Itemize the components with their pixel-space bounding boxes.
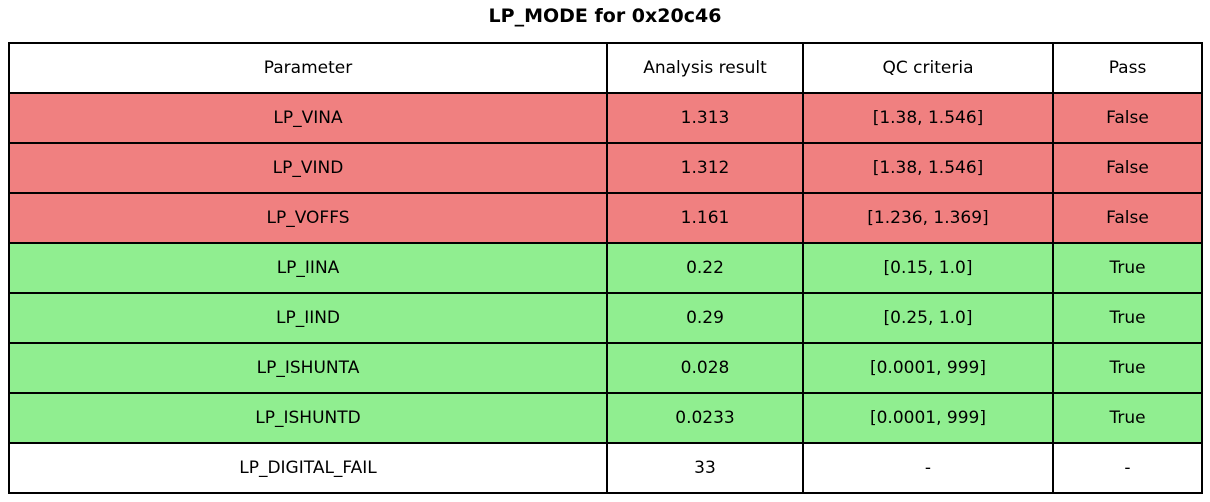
- analysis-result-cell: 1.312: [606, 142, 804, 194]
- qc-criteria-cell: -: [802, 442, 1054, 494]
- analysis-result-cell: 33: [606, 442, 804, 494]
- figure-title: LP_MODE for 0x20c46: [488, 5, 722, 27]
- parameter-cell: LP_ISHUNTA: [8, 342, 608, 394]
- pass-cell: True: [1052, 292, 1203, 344]
- column-header-qc-criteria: QC criteria: [802, 42, 1054, 94]
- table-row: LP_ISHUNTA 0.028 [0.0001, 999] True: [8, 342, 1203, 394]
- table-row: LP_VINA 1.313 [1.38, 1.546] False: [8, 92, 1203, 144]
- qc-criteria-cell: [1.38, 1.546]: [802, 92, 1054, 144]
- qc-criteria-cell: [0.15, 1.0]: [802, 242, 1054, 294]
- qc-criteria-cell: [1.236, 1.369]: [802, 192, 1054, 244]
- pass-cell: False: [1052, 192, 1203, 244]
- analysis-result-cell: 0.22: [606, 242, 804, 294]
- analysis-result-cell: 0.29: [606, 292, 804, 344]
- pass-cell: False: [1052, 92, 1203, 144]
- analysis-result-cell: 1.161: [606, 192, 804, 244]
- parameter-cell: LP_VIND: [8, 142, 608, 194]
- qc-criteria-cell: [1.38, 1.546]: [802, 142, 1054, 194]
- qc-results-table: Parameter Analysis result QC criteria Pa…: [8, 42, 1203, 494]
- pass-cell: True: [1052, 342, 1203, 394]
- table-row: LP_ISHUNTD 0.0233 [0.0001, 999] True: [8, 392, 1203, 444]
- column-header-parameter: Parameter: [8, 42, 608, 94]
- column-header-analysis-result: Analysis result: [606, 42, 804, 94]
- analysis-result-cell: 0.028: [606, 342, 804, 394]
- table-row: LP_DIGITAL_FAIL 33 - -: [8, 442, 1203, 494]
- table-row: LP_IIND 0.29 [0.25, 1.0] True: [8, 292, 1203, 344]
- table-row: LP_VOFFS 1.161 [1.236, 1.369] False: [8, 192, 1203, 244]
- parameter-cell: LP_ISHUNTD: [8, 392, 608, 444]
- table-row: LP_IINA 0.22 [0.15, 1.0] True: [8, 242, 1203, 294]
- table-row: LP_VIND 1.312 [1.38, 1.546] False: [8, 142, 1203, 194]
- parameter-cell: LP_VINA: [8, 92, 608, 144]
- parameter-cell: LP_IINA: [8, 242, 608, 294]
- parameter-cell: LP_DIGITAL_FAIL: [8, 442, 608, 494]
- pass-cell: -: [1052, 442, 1203, 494]
- qc-criteria-cell: [0.25, 1.0]: [802, 292, 1054, 344]
- parameter-cell: LP_VOFFS: [8, 192, 608, 244]
- qc-criteria-cell: [0.0001, 999]: [802, 392, 1054, 444]
- pass-cell: True: [1052, 392, 1203, 444]
- pass-cell: True: [1052, 242, 1203, 294]
- column-header-pass: Pass: [1052, 42, 1203, 94]
- analysis-result-cell: 1.313: [606, 92, 804, 144]
- parameter-cell: LP_IIND: [8, 292, 608, 344]
- qc-criteria-cell: [0.0001, 999]: [802, 342, 1054, 394]
- pass-cell: False: [1052, 142, 1203, 194]
- table-header-row: Parameter Analysis result QC criteria Pa…: [8, 42, 1203, 94]
- analysis-result-cell: 0.0233: [606, 392, 804, 444]
